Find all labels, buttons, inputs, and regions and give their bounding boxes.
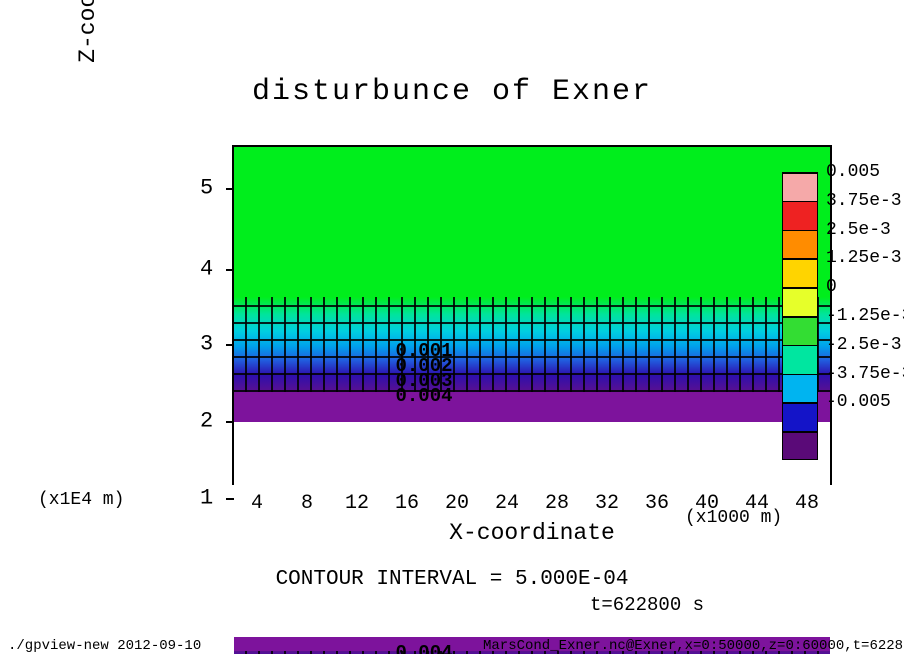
- colorbar-label-7: -3.75e-3: [826, 364, 904, 384]
- colorbar-label-6: -2.5e-3: [826, 335, 902, 355]
- colorbar-label-4: 0: [826, 277, 837, 297]
- contour-interval-label: CONTOUR INTERVAL = 5.000E-04: [0, 568, 904, 591]
- colorbar-segment-2: [782, 230, 818, 259]
- fill-top-green: [234, 147, 830, 297]
- x-unit-left-label: (x1E4 m): [38, 490, 124, 510]
- colorbar-segment-0: [782, 172, 818, 201]
- x-axis-label-32: 32: [595, 492, 619, 515]
- x-axis-label-8: 8: [301, 492, 313, 515]
- colorbar-segment-5: [782, 316, 818, 345]
- x-axis-label-4: 4: [251, 492, 263, 515]
- x-axis-label-28: 28: [545, 492, 569, 515]
- x-axis-label-20: 20: [445, 492, 469, 515]
- x-axis-label-44: 44: [745, 492, 769, 515]
- colorbar: 0.005 3.75e-3 2.5e-3 1.25e-3 0 -1.25e-3 -2.5e-…: [782, 172, 818, 460]
- y-axis-label-5: 5: [200, 176, 213, 201]
- y-axis-label-3: 3: [200, 332, 213, 357]
- y-axis-tick-5: [226, 188, 234, 190]
- colorbar-divider-6: [782, 345, 818, 347]
- y-axis-label-2: 2: [200, 409, 213, 434]
- colorbar-divider-1: [782, 201, 818, 203]
- y-axis-tick-4: [226, 269, 234, 271]
- colorbar-segment-1: [782, 201, 818, 230]
- colorbar-divider-7: [782, 374, 818, 376]
- colorbar-divider-4: [782, 287, 818, 289]
- colorbar-segment-4: [782, 287, 818, 316]
- colorbar-segment-3: [782, 258, 818, 287]
- time-label: t=622800 s: [590, 594, 704, 616]
- colorbar-divider-8: [782, 402, 818, 404]
- colorbar-label-0: 0.005: [826, 162, 880, 182]
- colorbar-segment-8: [782, 402, 818, 431]
- contour-dash-lines-top: [234, 297, 830, 392]
- colorbar-segment-7: [782, 374, 818, 403]
- x-axis-label-24: 24: [495, 492, 519, 515]
- colorbar-divider-9: [782, 431, 818, 433]
- contour-label-cluster-bottom: 0.004 0.003 0.002 0.001: [384, 646, 464, 654]
- colorbar-divider-2: [782, 230, 818, 232]
- x-axis-label-16: 16: [395, 492, 419, 515]
- contour-plot: 0.001 0.002 0.003 0.004 0.004 0.003 0.00…: [232, 145, 832, 485]
- colorbar-label-8: -0.005: [826, 392, 891, 412]
- x-axis-label-40: 40: [695, 492, 719, 515]
- colorbar-label-3: 1.25e-3: [826, 248, 902, 268]
- footer-left-label: ./gpview-new 2012-09-10: [8, 638, 201, 654]
- y-axis-label-1: 1: [200, 486, 213, 511]
- footer-right-label: MarsCond_Exner.nc@Exner,x=0:50000,z=0:60…: [483, 638, 904, 654]
- x-axis-label-48: 48: [795, 492, 819, 515]
- colorbar-segment-9: [782, 431, 818, 460]
- colorbar-border-top: [782, 172, 818, 174]
- x-axis-label-36: 36: [645, 492, 669, 515]
- y-axis-title-label: Z-coordinate: [75, 0, 105, 150]
- colorbar-border-bottom: [782, 459, 818, 461]
- y-axis-tick-3: [226, 344, 234, 346]
- colorbar-divider-5: [782, 316, 818, 318]
- colorbar-label-2: 2.5e-3: [826, 220, 891, 240]
- contour-label-cluster-top: 0.001 0.002 0.003 0.004: [384, 344, 464, 404]
- colorbar-divider-3: [782, 258, 818, 260]
- colorbar-segment-6: [782, 345, 818, 374]
- y-axis-label-4: 4: [200, 257, 213, 282]
- y-axis-tick-2: [226, 421, 234, 423]
- contour-hatch-top: [234, 297, 830, 392]
- x-axis-label-12: 12: [345, 492, 369, 515]
- page-title: disturbunce of Exner: [0, 75, 904, 109]
- y-axis-tick-1: [226, 498, 234, 500]
- colorbar-label-1: 3.75e-3: [826, 191, 902, 211]
- colorbar-label-5: -1.25e-3: [826, 306, 904, 326]
- fill-top-purple: [234, 392, 830, 422]
